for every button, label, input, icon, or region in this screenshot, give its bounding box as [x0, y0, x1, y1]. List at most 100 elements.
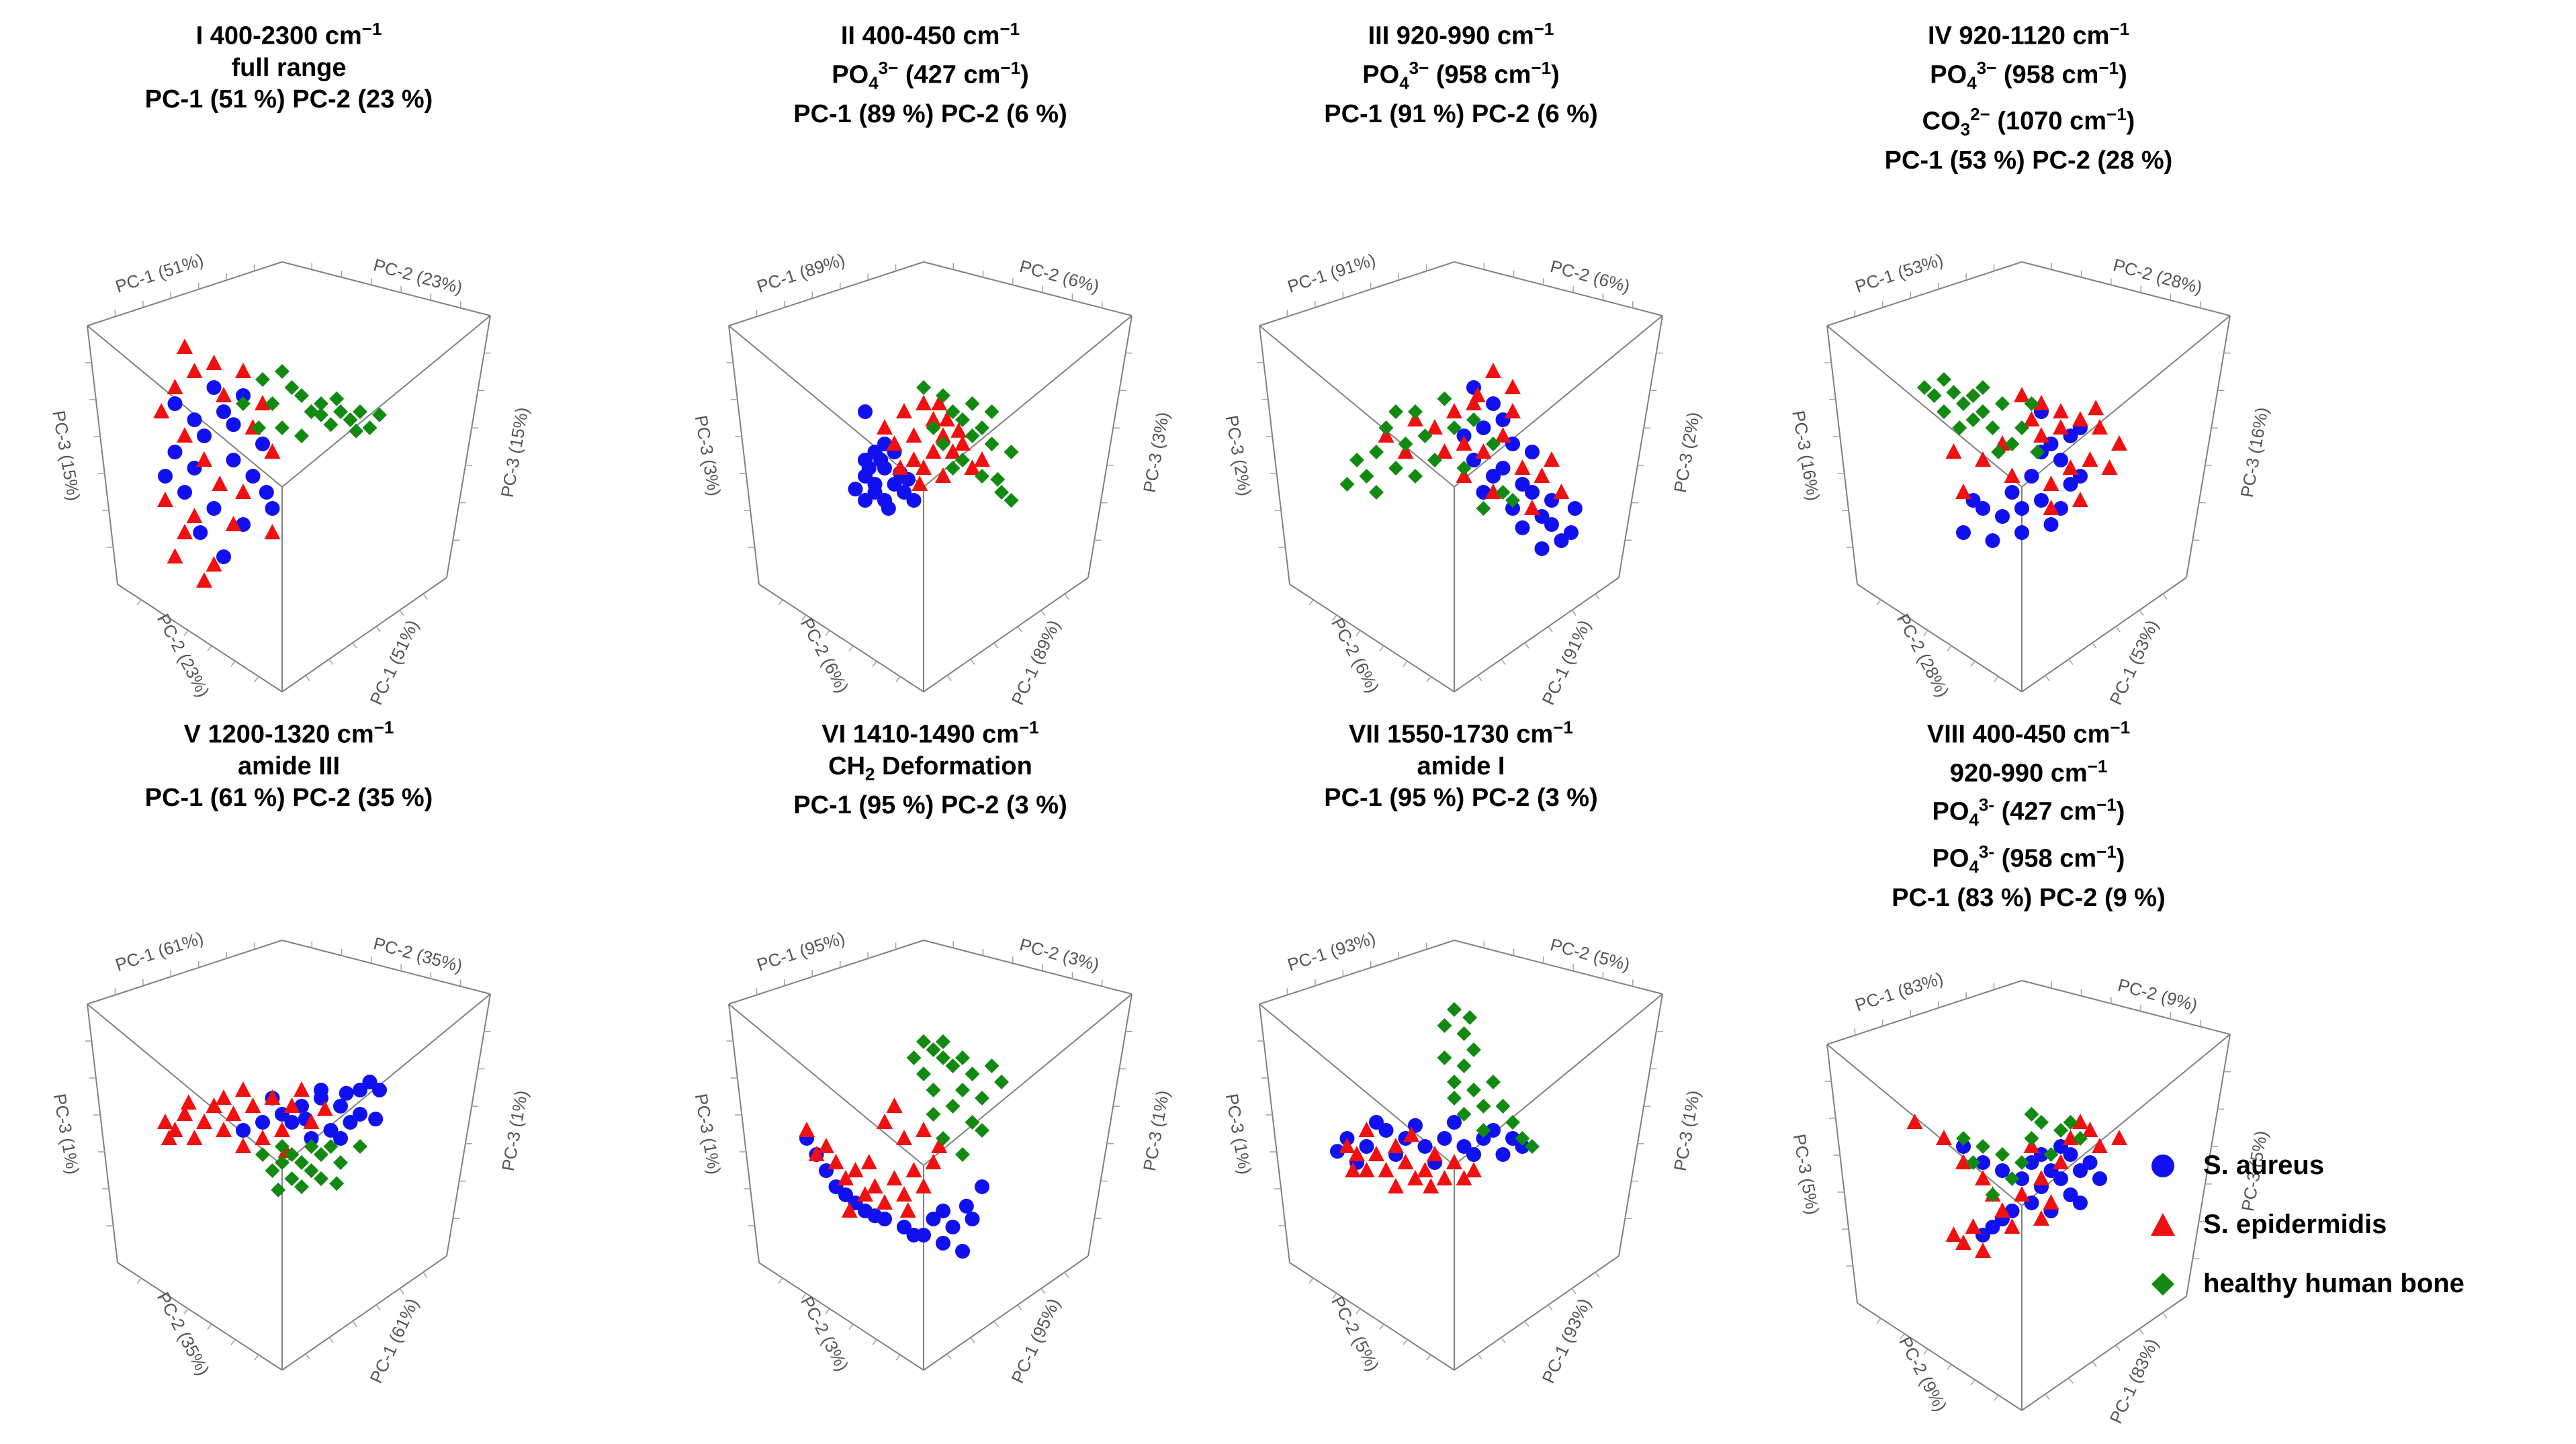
data-point-aureus — [858, 493, 873, 508]
cube-edge — [728, 261, 924, 326]
cube-edge — [446, 993, 491, 1257]
cube-edge — [1826, 325, 2023, 488]
title-subscript: 4 — [869, 72, 879, 93]
title-subscript: 4 — [1967, 72, 1977, 93]
data-point-aureus — [1505, 1131, 1520, 1146]
title-text: II 400-450 cm — [840, 21, 1000, 50]
data-point-aureus — [343, 1115, 358, 1130]
data-point-epi — [177, 1105, 193, 1121]
title-superscript: −1 — [2106, 103, 2127, 124]
data-point-epi — [1378, 1162, 1394, 1177]
title-text: I 400-2300 cm — [195, 21, 362, 50]
data-point-epi — [2111, 1130, 2127, 1145]
title-text: III 920-990 cm — [1368, 21, 1534, 50]
data-point-bone — [314, 396, 328, 411]
data-point-epi — [1403, 1126, 1420, 1142]
data-point-epi — [245, 1097, 261, 1113]
data-point-bone — [1456, 1107, 1472, 1122]
data-point-epi — [860, 1154, 877, 1169]
data-point-epi — [2082, 1122, 2098, 1137]
data-point-bone — [1437, 1050, 1452, 1065]
panel-title-line: VII 1550-1730 cm−1 — [1192, 712, 1730, 751]
data-point-bone — [1408, 404, 1423, 419]
data-point-epi — [225, 1105, 242, 1121]
data-point-epi — [212, 476, 228, 491]
data-point-aureus — [858, 404, 873, 419]
data-point-epi — [235, 484, 251, 499]
data-point-bone — [1937, 404, 1951, 419]
data-point-aureus — [1544, 517, 1559, 532]
data-point-bone — [975, 469, 989, 484]
panel-title-line: PC-1 (51 %) PC-2 (23 %) — [20, 84, 558, 116]
data-point-bone — [1408, 469, 1423, 484]
data-point-aureus — [333, 1099, 348, 1114]
cube-edge — [117, 584, 283, 692]
axis-tick — [1571, 1288, 1576, 1295]
title-text: (958 cm — [1994, 844, 2097, 873]
axis-tick — [1356, 1308, 1361, 1315]
cube-edge — [87, 325, 118, 585]
data-point-aureus — [1515, 520, 1530, 535]
axis-tick — [1501, 658, 1506, 665]
data-point-bone — [275, 1155, 290, 1170]
axis-tick — [352, 642, 357, 649]
axis-label-pc3-left: PC-3 (2%) — [1222, 414, 1256, 498]
data-point-bone — [965, 428, 980, 443]
axis-tick — [305, 675, 310, 682]
data-point-bone — [1456, 1058, 1472, 1073]
title-superscript: 3- — [1978, 795, 1995, 815]
data-point-bone — [349, 423, 364, 439]
cube-edge — [1087, 315, 1132, 578]
data-point-epi — [1388, 1138, 1404, 1153]
data-point-bone — [945, 1058, 961, 1073]
data-point-epi — [1446, 403, 1462, 418]
axis-tick — [1064, 1271, 1069, 1278]
axis-label-pc2-top: PC-2 (6%) — [1018, 256, 1102, 296]
data-point-epi — [1945, 1226, 1962, 1242]
data-point-epi — [206, 556, 222, 572]
data-point-epi — [896, 1130, 912, 1145]
data-point-bone — [955, 1147, 970, 1162]
data-point-bone — [1339, 477, 1355, 492]
data-point-epi — [2043, 1194, 2059, 1210]
cube-edge — [1259, 261, 1455, 326]
data-point-epi — [274, 1122, 290, 1137]
axis-tick — [1876, 1318, 1881, 1324]
cube-edge — [2186, 1034, 2231, 1297]
panel-title-line: III 920-990 cm−1 — [1192, 13, 1730, 52]
cube-edge — [281, 577, 447, 692]
data-point-aureus — [1486, 469, 1501, 484]
axis-label-pc1-bottom: PC-1 (51%) — [366, 617, 423, 708]
title-text: amide III — [237, 752, 341, 780]
data-point-aureus — [1359, 1139, 1374, 1154]
data-point-bone — [975, 1091, 989, 1105]
axis-tick — [970, 1337, 975, 1343]
data-point-aureus — [1456, 1139, 1472, 1154]
data-point-aureus — [1486, 396, 1501, 411]
cube-edge — [1826, 325, 1858, 585]
title-superscript: −1 — [1531, 57, 1552, 78]
data-point-bone — [333, 404, 348, 419]
data-point-bone — [1369, 445, 1384, 459]
data-point-bone — [1447, 1075, 1462, 1089]
cube-edge — [923, 993, 1132, 1166]
data-point-bone — [284, 1147, 300, 1162]
data-point-epi — [1427, 1146, 1443, 1161]
cube-edge — [728, 940, 924, 1005]
cube-edge — [1454, 577, 1619, 692]
data-point-bone — [1378, 420, 1394, 435]
panel-title-line: PO43− (958 cm−1) — [1760, 52, 2297, 99]
axis-tick — [1426, 676, 1431, 682]
title-superscript: −1 — [1000, 19, 1020, 39]
data-point-bone — [936, 1050, 950, 1065]
data-point-bone — [1975, 404, 1990, 419]
data-point-aureus — [881, 501, 896, 516]
axis-tick — [895, 1354, 901, 1361]
pca-panel-iv: IV 920-1120 cm−1 PO43− (958 cm−1) CO32− (1… — [1760, 13, 2364, 708]
legend-marker-circle-icon — [2151, 1155, 2174, 1177]
axis-tick — [207, 1323, 212, 1330]
data-point-epi — [1965, 1218, 1982, 1234]
data-point-epi — [255, 1130, 271, 1145]
data-point-epi — [1358, 1122, 1375, 1137]
data-point-aureus — [1417, 1139, 1433, 1154]
